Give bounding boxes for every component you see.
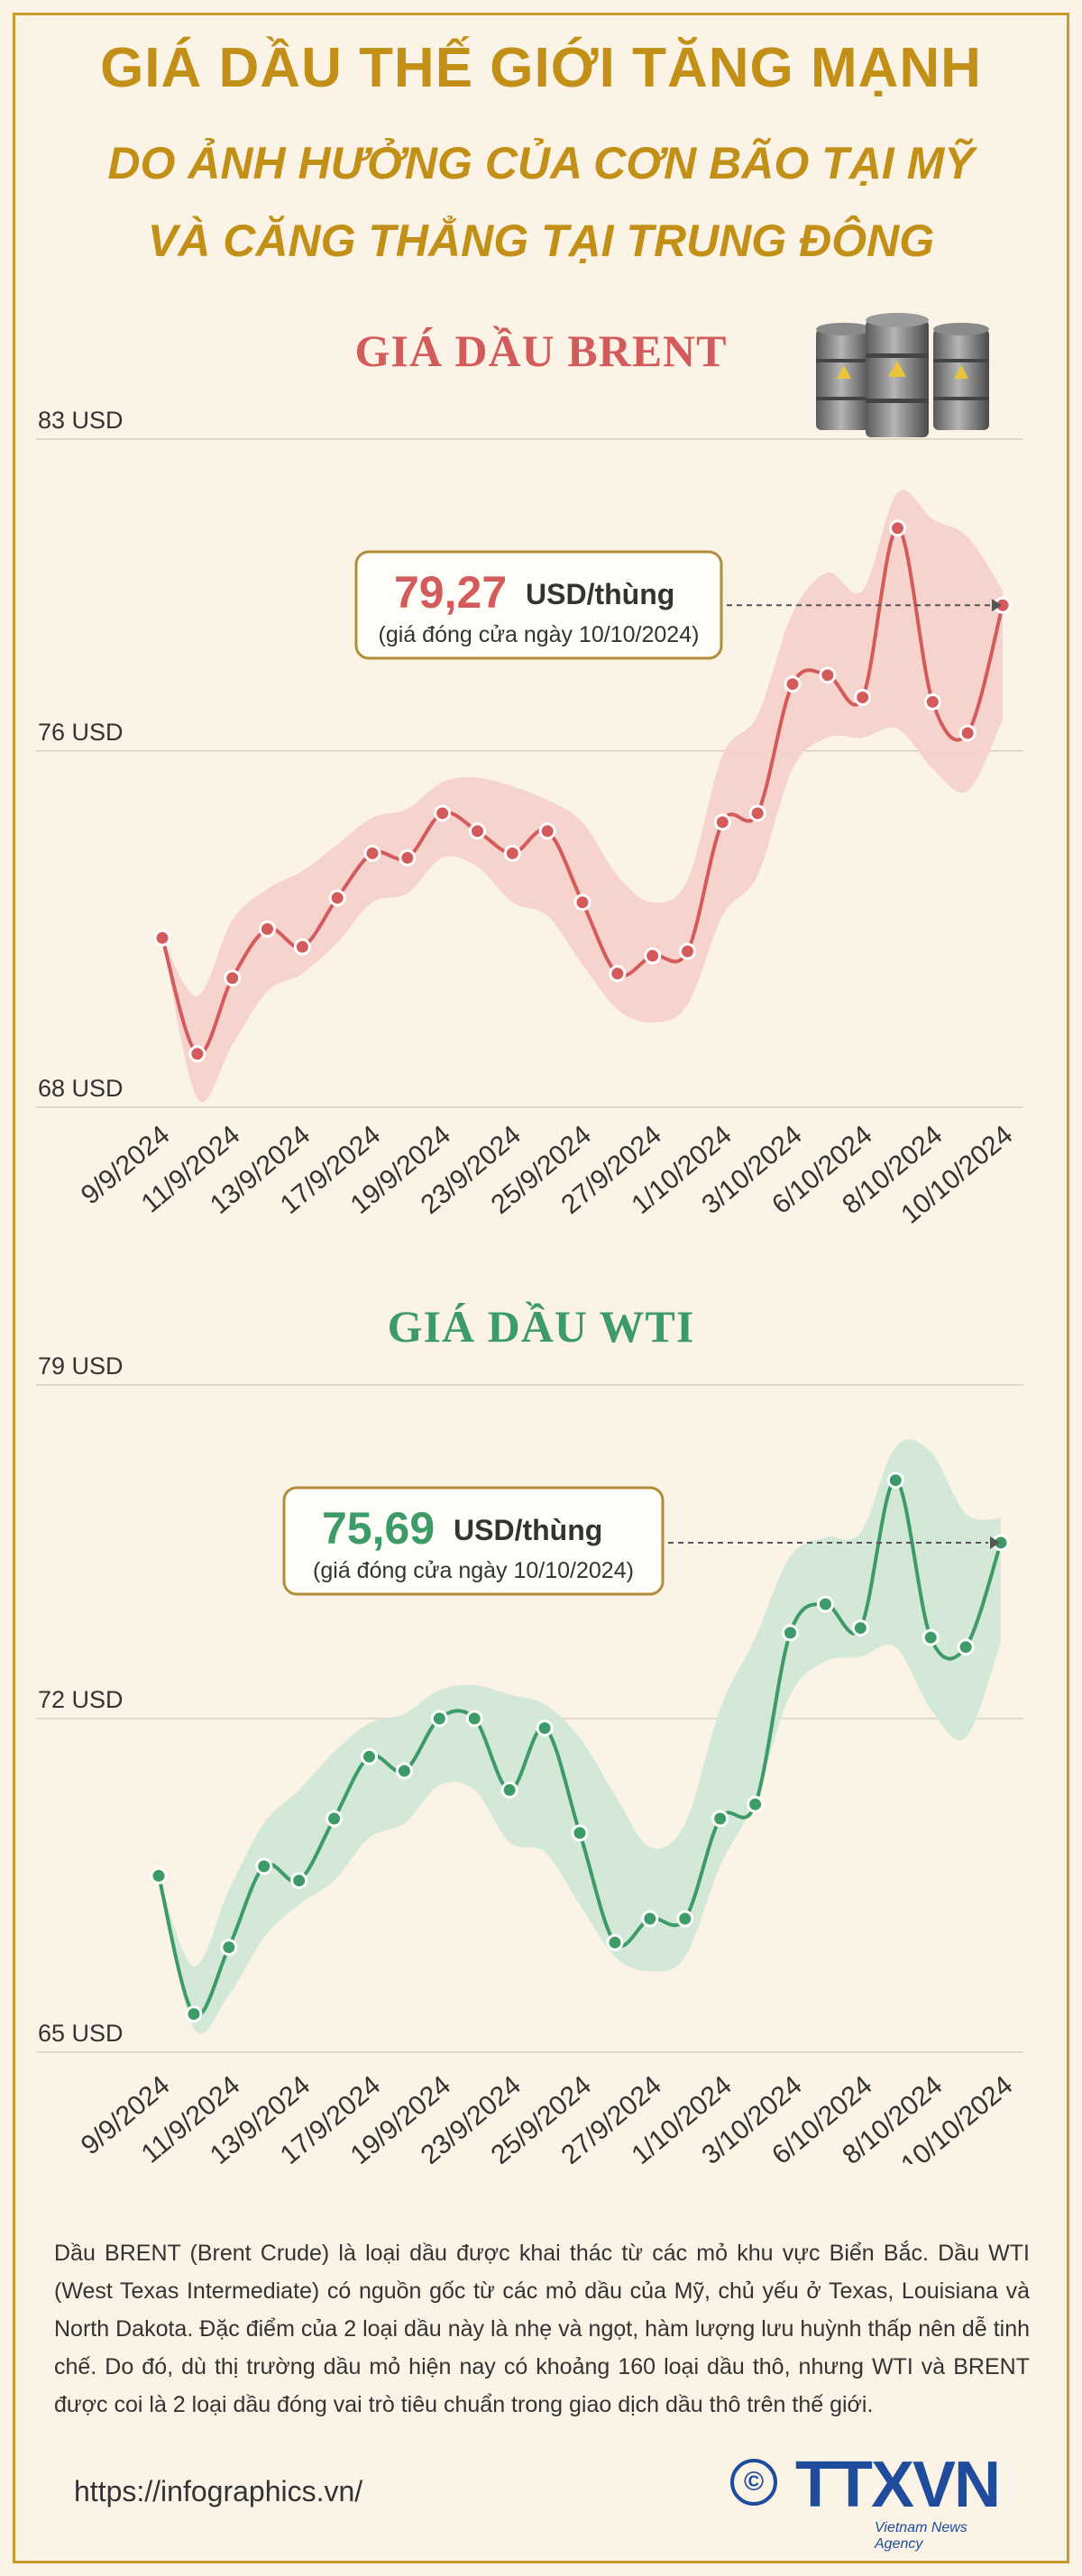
data-point bbox=[676, 1910, 694, 1928]
data-point bbox=[399, 848, 417, 866]
data-point bbox=[711, 1810, 729, 1828]
data-point bbox=[573, 894, 591, 912]
data-point bbox=[469, 822, 486, 840]
range-band bbox=[159, 1439, 1001, 2034]
data-point bbox=[679, 942, 696, 960]
data-point bbox=[503, 844, 521, 862]
page-title: GIÁ DẦU THẾ GIỚI TĂNG MẠNH bbox=[100, 37, 982, 99]
data-point bbox=[854, 689, 872, 707]
data-point bbox=[290, 1872, 308, 1890]
logo-tagline: Vietnam News Agency bbox=[875, 2520, 967, 2552]
data-point bbox=[224, 969, 242, 987]
data-point bbox=[889, 519, 906, 537]
data-point bbox=[220, 1939, 238, 1957]
data-point bbox=[434, 804, 452, 822]
y-tick-label: 83 USD bbox=[38, 407, 124, 434]
data-point bbox=[748, 804, 766, 822]
data-point bbox=[536, 1719, 554, 1737]
data-point bbox=[153, 929, 171, 947]
arrow-head bbox=[992, 599, 1002, 612]
data-point bbox=[255, 1857, 273, 1875]
brent-chart-title: GIÁ DẦU BRENT bbox=[354, 325, 728, 376]
data-point bbox=[571, 1824, 589, 1842]
y-tick-label: 65 USD bbox=[38, 2020, 124, 2047]
y-tick-label: 76 USD bbox=[38, 719, 124, 746]
data-point bbox=[293, 938, 311, 956]
data-point bbox=[922, 1628, 940, 1646]
data-point bbox=[784, 675, 802, 693]
data-point bbox=[259, 920, 276, 938]
annotation-value: 79,27 bbox=[394, 567, 507, 618]
wti-chart-title: GIÁ DẦU WTI bbox=[387, 1301, 695, 1352]
annotation-note: (giá đóng cửa ngày 10/10/2024) bbox=[379, 622, 700, 647]
arrow-head bbox=[990, 1536, 1000, 1549]
annotation-box bbox=[354, 550, 723, 660]
data-point bbox=[747, 1795, 765, 1813]
data-point bbox=[606, 1933, 624, 1951]
data-point bbox=[188, 1045, 206, 1063]
data-point bbox=[886, 1471, 904, 1490]
data-point bbox=[395, 1762, 413, 1780]
data-point bbox=[465, 1710, 483, 1728]
data-point bbox=[430, 1710, 448, 1728]
source-url[interactable]: https://infographics.vn/ bbox=[74, 2475, 363, 2507]
y-tick-label: 79 USD bbox=[38, 1352, 124, 1380]
data-point bbox=[326, 1810, 344, 1828]
logo-text: TTXVN bbox=[795, 2449, 1001, 2521]
page-subtitle-line2: VÀ CĂNG THẲNG TẠI TRUNG ĐÔNG bbox=[147, 215, 935, 266]
data-point bbox=[644, 947, 662, 965]
range-band bbox=[162, 490, 1003, 1103]
page-subtitle-line1: DO ẢNH HƯỞNG CỦA CƠN BÃO TẠI MỸ bbox=[107, 138, 975, 188]
ttxvn-logo: © TTXVN Vietnam News Agency bbox=[730, 2448, 1019, 2552]
data-point bbox=[185, 2005, 203, 2023]
data-point bbox=[923, 692, 941, 710]
annotation-value: 75,69 bbox=[322, 1503, 435, 1554]
description-paragraph: Dầu BRENT (Brent Crude) là loại dầu được… bbox=[54, 2241, 1030, 2417]
data-point bbox=[641, 1910, 659, 1928]
data-point bbox=[713, 813, 731, 831]
y-tick-label: 72 USD bbox=[38, 1686, 124, 1713]
annotation-unit: USD/thùng bbox=[526, 578, 674, 610]
data-point bbox=[361, 1747, 378, 1765]
annotation-unit: USD/thùng bbox=[454, 1514, 602, 1546]
annotation-box bbox=[282, 1486, 665, 1596]
data-point bbox=[500, 1781, 518, 1799]
annotation-note: (giá đóng cửa ngày 10/10/2024) bbox=[313, 1558, 634, 1583]
data-point bbox=[958, 724, 977, 742]
data-point bbox=[819, 666, 837, 684]
data-point bbox=[957, 1638, 975, 1656]
copyright-icon: © bbox=[730, 2459, 777, 2506]
data-point bbox=[851, 1619, 869, 1637]
data-point bbox=[328, 889, 346, 907]
page-frame bbox=[13, 13, 1069, 2563]
y-tick-label: 68 USD bbox=[38, 1075, 124, 1102]
data-point bbox=[538, 822, 556, 840]
data-point bbox=[363, 844, 381, 862]
data-point bbox=[150, 1866, 168, 1884]
data-point bbox=[782, 1624, 799, 1642]
data-point bbox=[816, 1595, 834, 1613]
data-point bbox=[609, 965, 627, 983]
